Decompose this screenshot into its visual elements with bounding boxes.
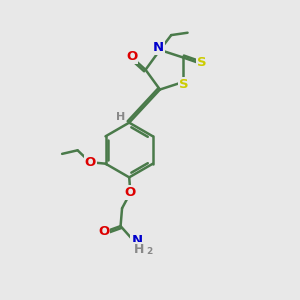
Text: O: O [125,186,136,199]
Text: O: O [126,50,137,64]
Text: O: O [98,225,110,238]
Text: S: S [179,78,189,91]
Text: N: N [131,235,142,248]
Text: S: S [197,56,207,69]
Text: O: O [84,156,96,169]
Text: H: H [134,243,144,256]
Text: H: H [116,112,125,122]
Text: N: N [153,41,164,54]
Text: 2: 2 [146,248,152,256]
